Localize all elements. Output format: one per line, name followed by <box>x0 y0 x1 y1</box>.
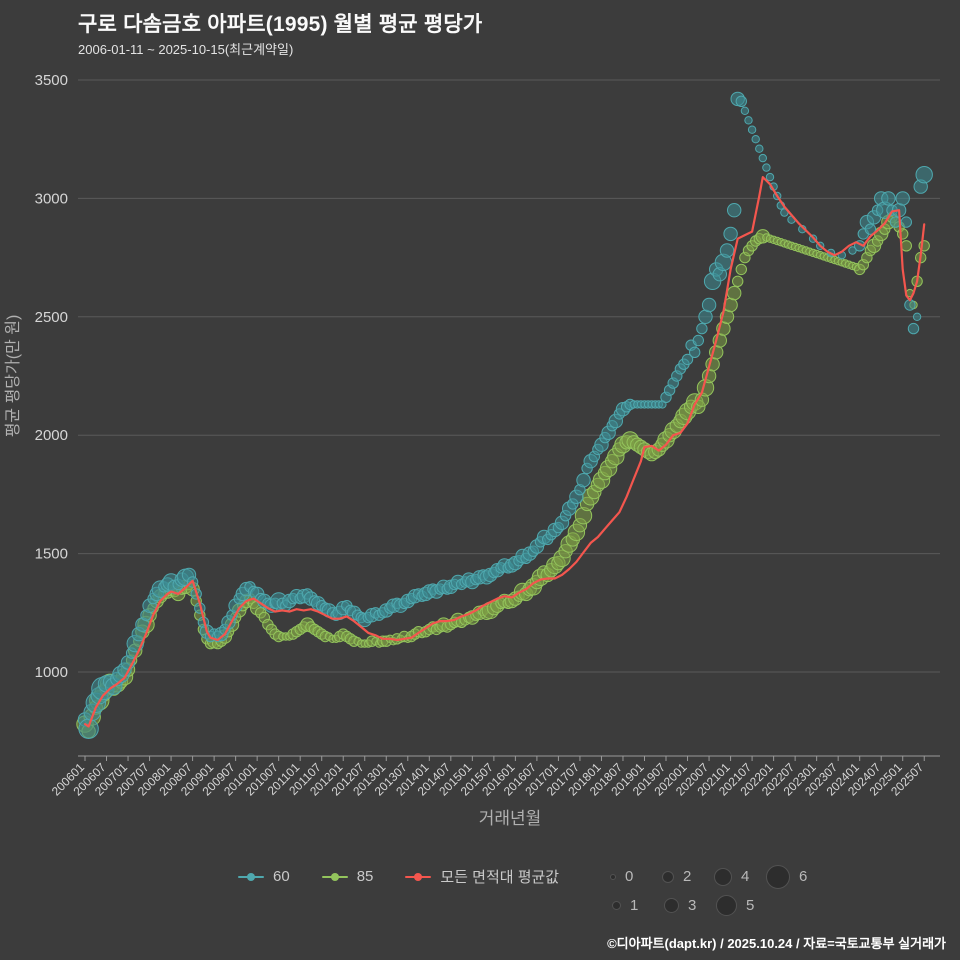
bubble-60 <box>681 353 694 366</box>
bubble-60 <box>881 191 896 206</box>
bubble-60 <box>912 312 922 321</box>
chart-subtitle: 2006-01-11 ~ 2025-10-15(최근계약일) <box>78 42 294 57</box>
bubble-60 <box>904 299 916 311</box>
y-tick-label: 2500 <box>35 309 68 326</box>
legend-marker-60-icon <box>238 872 264 882</box>
bubble-60 <box>765 172 775 182</box>
bubble-85 <box>727 285 742 301</box>
bubble-60 <box>755 144 764 153</box>
y-tick-label: 2000 <box>35 427 68 444</box>
bubble-60 <box>696 322 708 335</box>
bubble-60 <box>689 346 701 358</box>
bubble-60 <box>848 246 857 255</box>
y-tick-label: 1500 <box>35 546 68 563</box>
size-legend-item: 3 <box>653 897 711 914</box>
size-label: 0 <box>625 868 634 885</box>
size-dot-holder <box>711 895 737 916</box>
size-label: 6 <box>799 868 808 885</box>
size-dot-holder <box>595 901 621 910</box>
bubble-60 <box>907 322 920 335</box>
bubble-60 <box>78 718 99 739</box>
chart-canvas: 1000150020002500300035002006012006072007… <box>4 72 940 828</box>
bubble-60 <box>751 135 760 144</box>
chart-title: 구로 다솜금호 아파트(1995) 월별 평균 평당가 <box>78 13 483 36</box>
y-axis-title: 평균 평당가(만 원) <box>4 315 22 438</box>
bubble-60 <box>747 125 757 134</box>
bubble-60 <box>762 163 771 172</box>
size-legend-item: 5 <box>711 895 769 916</box>
size-label: 4 <box>741 868 750 885</box>
size-dot-holder <box>590 873 616 880</box>
size-legend-item: 0 <box>590 868 648 885</box>
size-legend-row: 0 2 4 6 <box>590 862 822 891</box>
size-dot-icon <box>610 873 616 880</box>
legend-label-average: 모든 면적대 평균값 <box>440 869 560 886</box>
size-dot-icon <box>612 901 621 910</box>
bubble-60 <box>895 191 910 206</box>
legend-label-85: 85 <box>356 868 374 885</box>
bubble-60 <box>576 473 591 488</box>
bubble-60 <box>701 297 717 313</box>
bubble-60 <box>719 243 735 258</box>
y-tick-label: 1000 <box>35 664 68 681</box>
bubble-60 <box>692 334 704 347</box>
series-legend: 60 85 모든 면적대 평균값 <box>238 866 559 887</box>
size-label: 1 <box>630 897 639 914</box>
average-line <box>83 176 926 728</box>
y-tick-label: 3500 <box>35 72 68 89</box>
size-dot-holder <box>706 867 732 886</box>
size-dot-icon <box>766 864 790 889</box>
bubble-60 <box>744 116 753 125</box>
x-axis-title: 거래년월 <box>479 809 542 828</box>
size-legend-item: 1 <box>595 897 653 914</box>
size-label: 5 <box>746 897 755 914</box>
legend-item-60[interactable]: 60 <box>238 868 290 885</box>
size-legend-item: 6 <box>764 864 822 889</box>
bubble-60 <box>723 226 738 242</box>
bubble-85 <box>732 275 744 287</box>
size-dot-icon <box>716 895 737 916</box>
bubble-60 <box>735 95 747 108</box>
bubble-60 <box>758 153 767 163</box>
legend-marker-85-icon <box>321 872 348 882</box>
bubble-85 <box>900 240 912 252</box>
size-legend-item: 2 <box>648 868 706 885</box>
bubble-60 <box>915 166 933 184</box>
size-legend: 0 2 4 6 1 3 5 <box>590 862 822 920</box>
size-legend-row: 1 3 5 <box>595 891 822 920</box>
bubble-85 <box>897 228 909 240</box>
size-dot-icon <box>662 870 674 883</box>
size-dot-holder <box>648 870 674 883</box>
bubble-85 <box>735 263 747 276</box>
bubble-60 <box>900 216 912 228</box>
size-legend-item: 4 <box>706 867 764 886</box>
credit-text: ©디아파트(dapt.kr) / 2025.10.24 / 자료=국토교통부 실… <box>607 936 946 951</box>
size-dot-icon <box>664 898 679 913</box>
legend-label-60: 60 <box>273 868 290 885</box>
bubble-60 <box>740 106 750 116</box>
bubble-60 <box>727 203 742 218</box>
size-label: 3 <box>688 897 697 914</box>
size-dot-holder <box>653 898 679 913</box>
legend-item-average[interactable]: 모든 면적대 평균값 <box>405 866 559 887</box>
size-dot-icon <box>714 867 732 886</box>
size-label: 2 <box>683 868 692 885</box>
size-dot-holder <box>764 864 790 889</box>
y-tick-label: 3000 <box>35 190 68 207</box>
legend-marker-average-icon <box>405 872 432 882</box>
legend-item-85[interactable]: 85 <box>321 868 374 885</box>
bubble-60 <box>864 223 877 235</box>
